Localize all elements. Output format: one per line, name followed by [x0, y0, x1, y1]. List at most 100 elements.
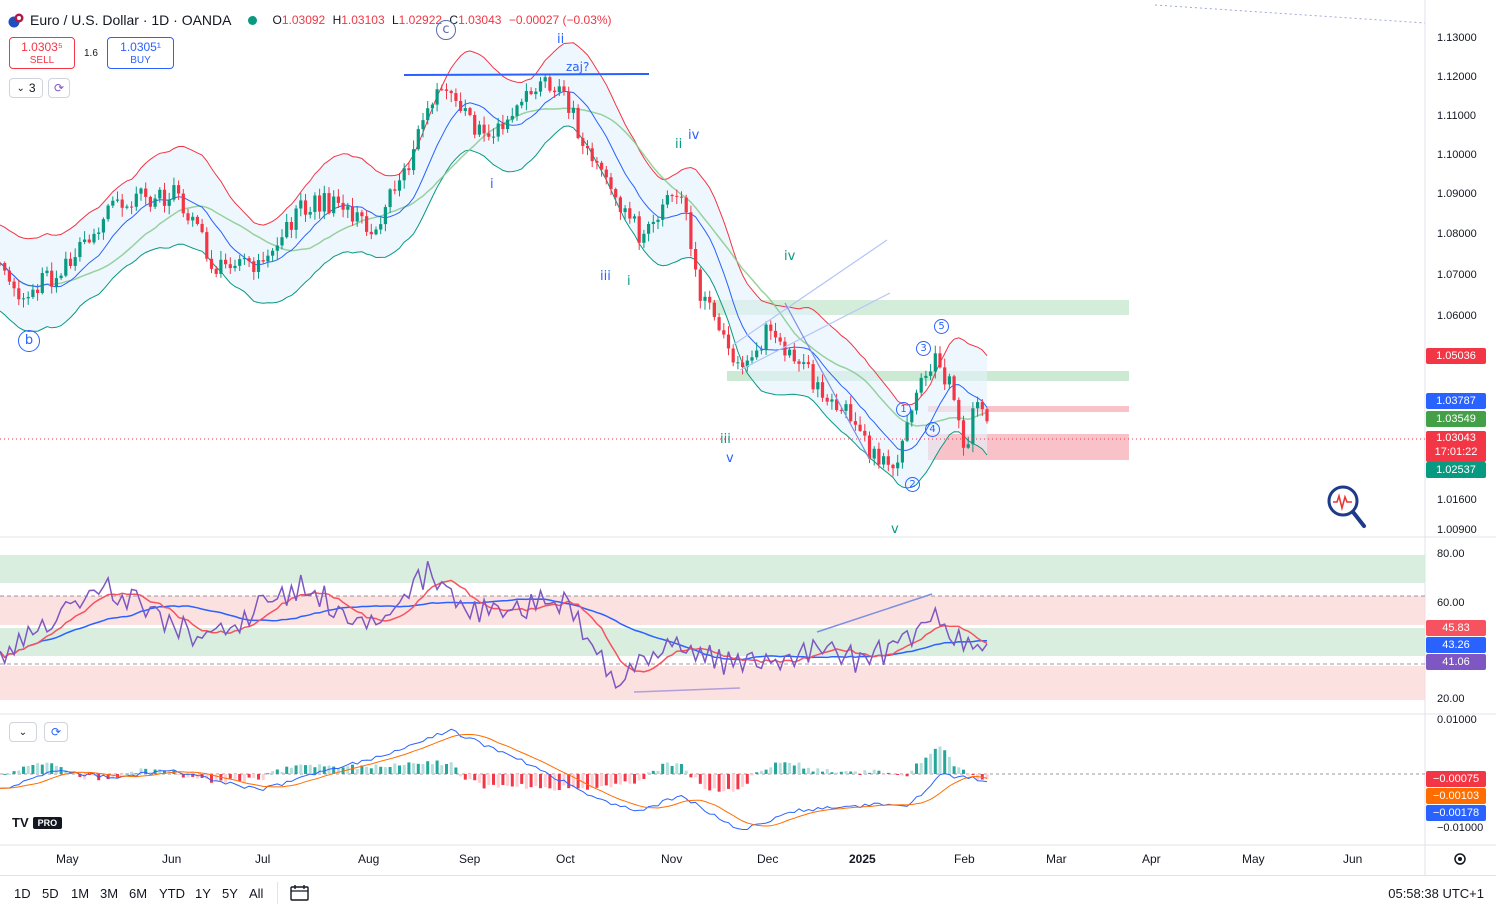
candle[interactable]: [158, 189, 162, 199]
candle[interactable]: [863, 430, 867, 436]
rsi-divergence-line-low[interactable]: [633, 687, 741, 693]
wave-label-v-blue[interactable]: v: [726, 451, 734, 466]
macd-line[interactable]: [0, 728, 988, 830]
range-button[interactable]: 5Y: [222, 886, 238, 901]
candle[interactable]: [181, 193, 185, 214]
candle[interactable]: [491, 136, 496, 138]
candle[interactable]: [839, 410, 843, 412]
candle[interactable]: [64, 258, 68, 276]
candle[interactable]: [703, 296, 707, 301]
candle[interactable]: [604, 169, 608, 178]
candle[interactable]: [289, 221, 293, 230]
candle[interactable]: [820, 382, 825, 398]
candle[interactable]: [308, 211, 312, 215]
candle[interactable]: [402, 168, 406, 181]
candle[interactable]: [919, 377, 923, 393]
wave-label-4[interactable]: 4: [925, 422, 940, 437]
candle[interactable]: [36, 289, 40, 294]
demand-zone-middle[interactable]: [727, 371, 1129, 381]
candle[interactable]: [694, 249, 698, 270]
candle[interactable]: [440, 89, 444, 91]
candle[interactable]: [275, 245, 279, 251]
candle[interactable]: [731, 348, 735, 363]
candle[interactable]: [938, 353, 942, 368]
supply-zone-lower[interactable]: [928, 434, 1129, 460]
candle[interactable]: [294, 208, 298, 230]
candle[interactable]: [130, 206, 134, 208]
candle[interactable]: [365, 216, 369, 232]
candle[interactable]: [313, 195, 317, 212]
candle[interactable]: [139, 188, 143, 194]
wave-label-i-blue[interactable]: i: [490, 177, 494, 192]
wave-label-ii-green[interactable]: ii: [675, 137, 683, 152]
indicators-collapse-button[interactable]: ⌄ 3: [9, 78, 43, 98]
candle[interactable]: [858, 424, 862, 431]
range-button[interactable]: 5D: [42, 886, 59, 901]
candle[interactable]: [97, 232, 101, 234]
candle[interactable]: [553, 90, 557, 93]
candle[interactable]: [106, 205, 110, 220]
candle[interactable]: [957, 399, 961, 421]
candle[interactable]: [78, 241, 82, 258]
candle[interactable]: [769, 324, 773, 331]
candle[interactable]: [614, 189, 618, 198]
candle[interactable]: [482, 124, 486, 134]
candle[interactable]: [538, 81, 543, 92]
candle[interactable]: [548, 77, 552, 91]
candle[interactable]: [797, 361, 801, 364]
candle[interactable]: [374, 229, 378, 235]
range-button[interactable]: 1Y: [195, 886, 211, 901]
range-button[interactable]: 1D: [14, 886, 31, 901]
candle[interactable]: [336, 196, 340, 203]
candle[interactable]: [929, 371, 933, 376]
candle[interactable]: [623, 208, 627, 213]
supply-zone-thin[interactable]: [928, 406, 1129, 412]
wave-label-b[interactable]: b: [18, 330, 40, 352]
candle[interactable]: [698, 269, 702, 301]
candle[interactable]: [125, 206, 129, 208]
candle[interactable]: [299, 200, 303, 209]
candle[interactable]: [877, 448, 881, 465]
candle[interactable]: [167, 199, 171, 206]
candle[interactable]: [177, 185, 181, 194]
wave-label-iv-blue[interactable]: iv: [688, 128, 700, 143]
candle[interactable]: [360, 212, 364, 217]
candle[interactable]: [322, 193, 326, 212]
candle[interactable]: [905, 422, 909, 441]
candle[interactable]: [661, 204, 665, 220]
candle[interactable]: [571, 107, 575, 113]
candle[interactable]: [3, 263, 7, 271]
candle[interactable]: [444, 89, 449, 91]
rsi-line[interactable]: [0, 561, 988, 689]
candle[interactable]: [900, 440, 904, 463]
trendline-channel-a[interactable]: [732, 239, 888, 346]
tradingview-logo[interactable]: TV PRO: [12, 815, 63, 830]
candle[interactable]: [45, 270, 49, 274]
candle[interactable]: [872, 448, 876, 459]
macd-signal[interactable]: [0, 734, 988, 827]
candle[interactable]: [534, 91, 538, 95]
candle[interactable]: [849, 404, 853, 422]
candle[interactable]: [346, 206, 350, 210]
candle[interactable]: [59, 275, 63, 279]
wave-label-iii-blue[interactable]: iii: [600, 269, 611, 284]
candle[interactable]: [717, 317, 721, 331]
candle[interactable]: [115, 199, 120, 201]
trendline-channel-b[interactable]: [739, 292, 891, 371]
candle[interactable]: [355, 212, 359, 222]
candle[interactable]: [585, 145, 590, 149]
candle[interactable]: [477, 124, 481, 135]
wave-label-1[interactable]: 1: [896, 402, 911, 417]
candle[interactable]: [7, 270, 11, 282]
macd-histogram[interactable]: [0, 746, 989, 792]
candle[interactable]: [247, 258, 251, 262]
candle[interactable]: [632, 216, 637, 219]
rsi-divergence-line[interactable]: [816, 593, 933, 633]
candle[interactable]: [628, 208, 632, 219]
wave-label-i-green[interactable]: i: [627, 274, 631, 289]
candle[interactable]: [101, 219, 105, 233]
candle[interactable]: [17, 288, 21, 300]
trendline-down[interactable]: [784, 302, 871, 461]
candle[interactable]: [68, 258, 73, 266]
candle[interactable]: [581, 138, 585, 146]
